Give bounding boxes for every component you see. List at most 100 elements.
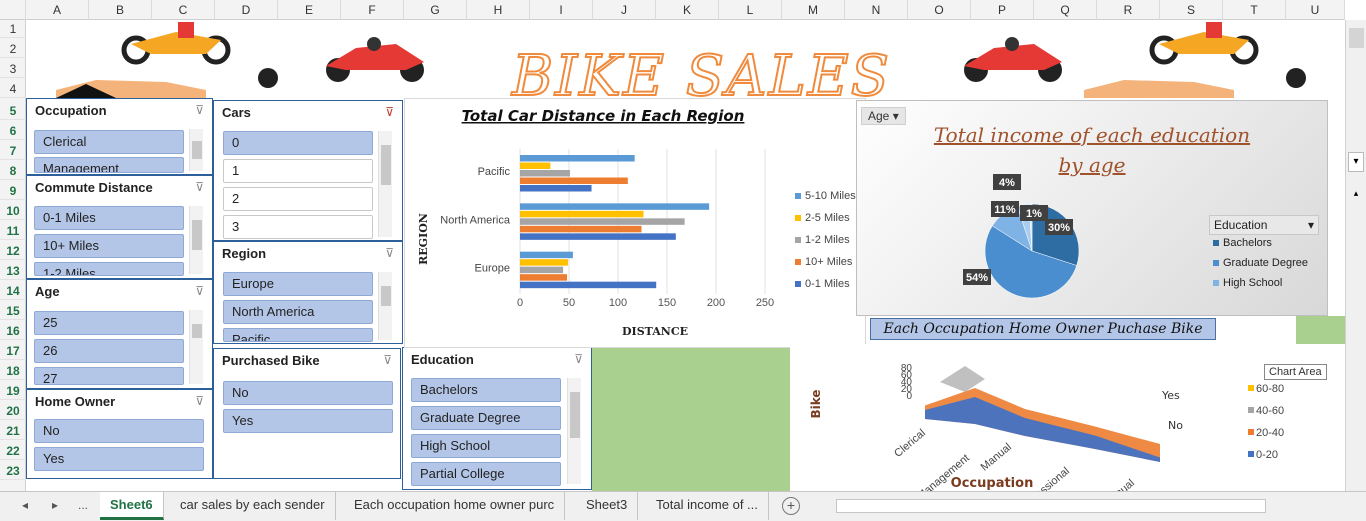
scroll-arrow-up-icon[interactable]: ▴ (1353, 188, 1359, 198)
slicer-home-owner[interactable]: Home Owner ⊽ No Yes (26, 389, 213, 479)
col-header[interactable]: R (1097, 0, 1160, 20)
row-header[interactable]: 23 (0, 462, 26, 480)
col-header[interactable]: G (404, 0, 467, 20)
slicer-education[interactable]: Education ⊽ Bachelors Graduate Degree Hi… (402, 347, 592, 490)
slicer-occupation[interactable]: Occupation ⊽ Clerical Management (26, 98, 213, 175)
col-header[interactable]: P (971, 0, 1034, 20)
slicer-item[interactable]: Bachelors (411, 378, 561, 402)
slicer-item[interactable]: Graduate Degree (411, 406, 561, 430)
slicer-item[interactable]: Management (34, 157, 184, 173)
bar[interactable] (520, 266, 564, 274)
slicer-item[interactable]: Europe (223, 272, 373, 296)
row-header[interactable]: 7 (0, 142, 26, 160)
slicer-region[interactable]: Region ⊽ Europe North America Pacific (213, 241, 403, 344)
tab-car-sales[interactable]: car sales by each sender (170, 492, 336, 520)
row-header[interactable]: 9 (0, 182, 26, 200)
col-header[interactable]: U (1286, 0, 1345, 20)
scroll-up-icon[interactable] (1349, 28, 1364, 48)
bar[interactable] (520, 170, 570, 177)
row-header[interactable]: 2 (0, 40, 26, 58)
row-header[interactable]: 21 (0, 422, 26, 440)
slicer-item[interactable]: Clerical (34, 130, 184, 154)
row-header[interactable]: 19 (0, 382, 26, 400)
row-header[interactable]: 16 (0, 322, 26, 340)
bar[interactable] (520, 225, 642, 233)
slicer-item[interactable]: 1-2 Miles (34, 262, 184, 276)
col-header[interactable]: K (656, 0, 719, 20)
slicer-item[interactable]: 26 (34, 339, 184, 363)
tab-prev-icon[interactable]: ◂ (22, 498, 29, 512)
row-header[interactable]: 13 (0, 262, 26, 280)
tab-total-income[interactable]: Total income of ... (646, 492, 769, 520)
clear-filter-icon[interactable]: ⊽ (195, 103, 204, 117)
col-header[interactable]: E (278, 0, 341, 20)
tab-sheet6[interactable]: Sheet6 (100, 492, 164, 520)
slicer-item[interactable]: Pacific (223, 328, 373, 342)
slicer-purchased-bike[interactable]: Purchased Bike ⊽ No Yes (213, 348, 401, 479)
clear-filter-icon[interactable]: ⊽ (385, 246, 394, 260)
row-header[interactable]: 5 (0, 102, 26, 120)
slicer-item[interactable]: No (223, 381, 393, 405)
slicer-scrollbar[interactable] (189, 129, 203, 171)
col-header[interactable]: J (593, 0, 656, 20)
slicer-item[interactable]: 10+ Miles (34, 234, 184, 258)
col-header[interactable]: Q (1034, 0, 1097, 20)
clear-filter-icon[interactable]: ⊽ (195, 284, 204, 298)
row-header[interactable]: 20 (0, 402, 26, 420)
tab-next-icon[interactable]: ▸ (52, 498, 59, 512)
col-header[interactable]: B (89, 0, 152, 20)
horizontal-scrollbar[interactable] (836, 499, 1266, 513)
row-header[interactable]: 15 (0, 302, 26, 320)
col-header[interactable]: O (908, 0, 971, 20)
row-header[interactable]: 1 (0, 20, 26, 38)
slicer-item[interactable]: 25 (34, 311, 184, 335)
bar[interactable] (520, 203, 710, 210)
clear-filter-icon[interactable]: ⊽ (385, 105, 394, 119)
row-header[interactable]: 12 (0, 242, 26, 260)
pie-legend-item[interactable]: Bachelors (1213, 237, 1308, 249)
tab-occupation-home-owner[interactable]: Each occupation home owner purc (344, 492, 566, 520)
clear-filter-icon[interactable]: ⊽ (574, 352, 583, 366)
col-header[interactable]: C (152, 0, 215, 20)
col-header[interactable]: A (26, 0, 89, 20)
pie-legend-item[interactable]: High School (1213, 277, 1308, 289)
bar[interactable] (520, 281, 657, 289)
bar[interactable] (520, 162, 551, 170)
area-chart[interactable]: Each Occupation Home Owner Puchase Bike … (790, 318, 1346, 521)
slicer-item[interactable]: North America (223, 300, 373, 324)
row-header[interactable]: 14 (0, 282, 26, 300)
bar-chart[interactable]: Total Car Distance in Each Region REGION… (404, 98, 866, 348)
pie-slice[interactable] (984, 225, 1078, 299)
slicer-item[interactable]: 0 (223, 131, 373, 155)
area-series-no[interactable] (925, 397, 1160, 462)
row-header[interactable]: 17 (0, 342, 26, 360)
col-header[interactable]: F (341, 0, 404, 20)
slicer-item[interactable]: No (34, 419, 204, 443)
slicer-scrollbar[interactable] (189, 310, 203, 384)
row-header[interactable]: 11 (0, 222, 26, 240)
slicer-commute-distance[interactable]: Commute Distance ⊽ 0-1 Miles 10+ Miles 1… (26, 175, 213, 279)
area-series-back[interactable] (940, 366, 985, 392)
pie-legend-item[interactable]: Graduate Degree (1213, 257, 1308, 269)
bar[interactable] (520, 185, 592, 192)
slicer-item[interactable]: Partial College (411, 462, 561, 486)
row-header[interactable]: 3 (0, 60, 26, 78)
col-header[interactable]: M (782, 0, 845, 20)
slicer-scrollbar[interactable] (378, 131, 392, 237)
bar[interactable] (520, 259, 569, 266)
slicer-item[interactable]: 2 (223, 187, 373, 211)
tab-sheet3[interactable]: Sheet3 (576, 492, 639, 520)
col-header[interactable]: H (467, 0, 530, 20)
slicer-scrollbar[interactable] (189, 206, 203, 274)
clear-filter-icon[interactable]: ⊽ (383, 353, 392, 367)
slicer-item[interactable]: 1 (223, 159, 373, 183)
bar[interactable] (520, 177, 628, 185)
row-header[interactable]: 4 (0, 80, 26, 98)
row-header[interactable]: 22 (0, 442, 26, 460)
col-header[interactable]: S (1160, 0, 1223, 20)
slicer-scrollbar[interactable] (378, 272, 392, 340)
col-header[interactable]: T (1223, 0, 1286, 20)
tab-more-icon[interactable]: ... (78, 498, 89, 512)
slicer-item[interactable]: 0-1 Miles (34, 206, 184, 230)
slicer-scrollbar[interactable] (567, 378, 581, 484)
